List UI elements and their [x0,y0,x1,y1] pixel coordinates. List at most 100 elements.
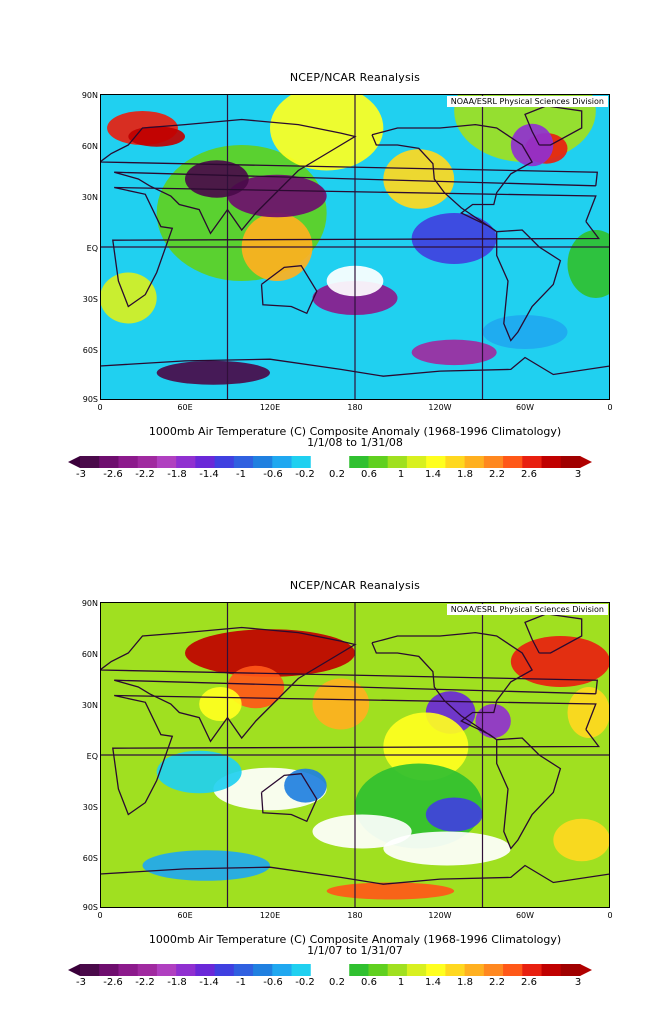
colorbar-tick: -2.2 [135,469,155,480]
colorbar-swatch [503,456,523,468]
lat-label: 90N [81,91,98,100]
lon-label: 120W [428,403,452,412]
colorbar-swatch [118,964,139,976]
anomaly-patch [510,123,554,167]
anomaly-patch [185,160,249,198]
lon-label: 120E [259,403,281,412]
colorbar-tick: -0.6 [263,469,283,480]
lon-label: 180 [347,911,363,920]
coastline-path [112,186,600,308]
anomaly-patch [383,831,511,866]
anomaly-patch [475,704,511,738]
anomaly-patch [553,818,610,862]
colorbar-swatch [80,456,100,468]
colorbar-swatch [349,964,369,976]
coastline-path [112,694,600,816]
lat-label: EQ [86,244,98,253]
lat-label: 30S [82,803,98,812]
colorbar-swatch [156,964,177,976]
colorbar-swatch [406,964,427,976]
anomaly-map-svg [100,602,610,908]
colorbar-swatch [272,964,293,976]
colorbar-tick: 2.6 [521,469,537,480]
colorbar-labels: -3 -2.6 -2.2 -1.8 -1.4 -1 -0.6 -0.2 0.2 … [68,469,598,481]
anomaly-patch [100,272,157,324]
caption-line2: 1/1/08 to 1/31/08 [307,436,403,449]
anomaly-patch [510,636,610,687]
colorbar-swatch [253,964,273,976]
lat-label: 60S [82,854,98,863]
coastlines [100,105,610,377]
credit-label: NOAA/ESRL Physical Sciences Division [446,604,608,615]
colorbar-tick: -1 [236,469,246,480]
colorbar-swatch [118,456,139,468]
map-grid [100,94,610,400]
lat-label: 30N [81,701,98,710]
colorbar-tick: -1.4 [199,469,219,480]
lat-label: 30N [81,193,98,202]
anomaly-patch [312,814,412,849]
coastline-path [260,265,318,315]
colorbar-tick: 2.2 [489,977,505,988]
caption-line1: 1000mb Air Temperature (C) Composite Ano… [148,933,562,946]
lat-label: 60N [81,650,98,659]
coastline-path [371,123,533,233]
colorbar-swatch [176,456,196,468]
colorbar-swatch [233,964,254,976]
colorbar-swatch [310,964,331,976]
colorbar-swatch [310,456,331,468]
colorbar-tick: 0.6 [361,977,377,988]
lat-label: 60S [82,346,98,355]
colorbar-swatch [560,456,581,468]
coastline-path [100,118,599,235]
colorbar-tick: -2.6 [103,977,123,988]
colorbar-swatch [99,964,119,976]
coastlines [100,613,610,885]
anomaly-patch [156,360,270,385]
coastline-path [100,864,610,885]
colorbar-swatch [291,456,312,468]
colorbar-tick: 3 [574,469,582,480]
anomaly-field [142,629,610,900]
colorbar-swatch [445,964,466,976]
anomaly-patch [425,797,483,832]
anomaly-patch [227,174,327,218]
anomaly-patch [326,882,455,900]
colorbar-swatch [483,964,504,976]
colorbar-swatch [541,964,562,976]
coastline-path [524,105,583,146]
coastline-path [496,229,562,342]
colorbar-swatch [330,964,350,976]
colorbar-swatch [195,456,216,468]
map-frame [100,602,610,908]
colorbar-tick: -1.4 [199,977,219,988]
anomaly-map-svg [100,94,610,400]
lon-label: 120E [259,911,281,920]
anomaly-patch [411,339,497,366]
colorbar-over-arrow [580,456,592,468]
colorbar-swatch [368,964,389,976]
colorbar-tick: 1.8 [457,469,473,480]
coastline-path [371,631,533,741]
colorbar-swatch [137,456,158,468]
colorbar-under-arrow [68,456,80,468]
lon-label: 180 [347,403,363,412]
colorbar [68,964,592,976]
colorbar-tick: 1.4 [425,977,441,988]
colorbar-tick: 0.2 [329,977,345,988]
coastline-path [524,613,583,654]
lon-label: 0 [97,403,103,412]
anomaly-patch [284,768,327,803]
colorbar-swatch [137,964,158,976]
colorbar-swatch [195,964,216,976]
colorbar-swatch [214,964,235,976]
colorbar-tick: 1 [397,469,405,480]
map-caption: 1000mb Air Temperature (C) Composite Ano… [100,934,610,956]
colorbar-swatch [349,456,369,468]
colorbar-swatch [522,456,543,468]
coastline-path [100,356,610,377]
colorbar-tick: -0.2 [295,469,315,480]
colorbar-swatch [426,964,446,976]
colorbar-tick: 1.8 [457,977,473,988]
lat-label: 90S [82,395,98,404]
